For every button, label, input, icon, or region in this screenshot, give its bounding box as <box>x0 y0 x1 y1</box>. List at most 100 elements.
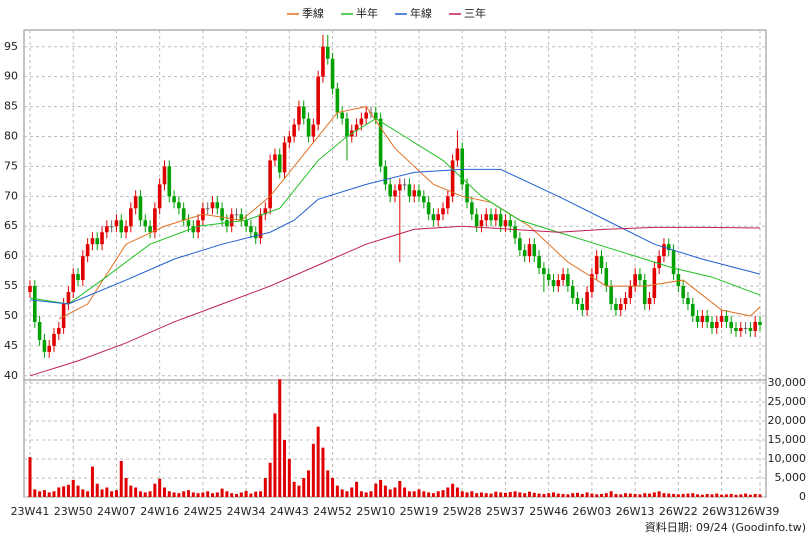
volume-bar <box>321 447 325 497</box>
volume-bar <box>580 493 584 497</box>
candle-body <box>729 321 733 328</box>
y2-tick-label: 25,000 <box>768 395 807 408</box>
volume-bar <box>667 493 671 497</box>
volume-bar <box>729 493 733 497</box>
candle-body <box>710 321 714 328</box>
candle-body <box>479 220 484 227</box>
candle-body <box>330 58 335 89</box>
candle-body <box>229 214 234 227</box>
volume-bar <box>479 492 483 497</box>
volume-bar <box>369 491 373 497</box>
volume-bar <box>571 493 575 497</box>
candle-body <box>503 220 508 227</box>
volume-bar <box>499 492 503 497</box>
volume-bar <box>451 483 455 497</box>
y-tick-label: 40 <box>4 369 18 382</box>
candle-body <box>609 286 613 305</box>
volume-bar <box>614 493 618 497</box>
volume-bar <box>407 491 411 497</box>
candle-body <box>378 118 383 167</box>
candle-body <box>345 118 349 137</box>
candle-body <box>402 184 407 186</box>
x-tick-label: 26W31 <box>702 505 741 518</box>
candle-body <box>484 214 489 221</box>
volume-bar <box>551 492 555 497</box>
candle-body <box>417 190 421 197</box>
volume-bar <box>335 485 339 497</box>
candle-body <box>167 166 172 197</box>
volume-bar <box>162 487 166 497</box>
volume-bar <box>542 493 546 497</box>
volume-bar <box>52 491 56 497</box>
volume-bar <box>177 493 181 497</box>
volume-bar <box>609 491 613 497</box>
y2-tick-label: 15,000 <box>768 433 807 446</box>
candle-body <box>364 112 368 119</box>
candle-body <box>321 46 325 77</box>
y-tick-label: 55 <box>4 279 18 292</box>
volume-bar <box>696 494 700 497</box>
volume-bar <box>494 491 498 497</box>
candle-body <box>383 166 388 185</box>
volume-bar <box>259 491 263 497</box>
candle-body <box>148 226 152 233</box>
volume-bar <box>138 491 142 497</box>
candle-body <box>177 202 181 209</box>
y-tick-label: 85 <box>4 100 18 113</box>
candle-body <box>700 315 705 322</box>
candle-body <box>681 286 685 299</box>
volume-bar <box>191 492 195 497</box>
volume-bar <box>566 494 570 497</box>
candle-body <box>450 160 455 197</box>
volume-bar <box>676 494 680 497</box>
candle-body <box>753 321 757 331</box>
candle-body <box>297 106 301 125</box>
volume-bar <box>398 481 402 497</box>
volume-bar <box>720 494 724 497</box>
volume-bar <box>331 478 335 497</box>
volume-bar <box>47 492 51 497</box>
candle-body <box>676 274 681 287</box>
x-tick-label: 24W52 <box>313 505 352 518</box>
volume-bar <box>657 491 661 497</box>
volume-bar <box>364 492 368 497</box>
volume-bar <box>734 494 738 497</box>
volume-bar <box>211 493 214 497</box>
volume-bar <box>62 486 66 497</box>
volume-bar <box>643 493 647 497</box>
x-tick-label: 23W50 <box>54 505 93 518</box>
volume-bar <box>57 487 61 497</box>
candle-body <box>186 220 191 227</box>
candle-body <box>114 220 119 227</box>
candle-body <box>628 286 633 299</box>
candle-body <box>724 315 729 322</box>
volume-bar <box>441 490 445 497</box>
volume-bar <box>76 485 80 497</box>
volume-bar <box>700 494 704 497</box>
candle-body <box>325 46 330 59</box>
candle-body <box>143 220 148 227</box>
candle-body <box>614 304 618 310</box>
candle-body <box>205 208 210 210</box>
volume-bar <box>585 492 589 497</box>
x-tick-label: 24W25 <box>183 505 222 518</box>
candle-body <box>662 244 666 257</box>
volume-bar <box>143 492 147 497</box>
candle-body <box>191 226 196 233</box>
volume-bar <box>383 485 387 497</box>
volume-bar <box>600 493 604 497</box>
price-panel <box>23 29 767 381</box>
volume-bar <box>753 493 757 497</box>
candle-body <box>431 214 436 221</box>
candle-body <box>398 184 402 191</box>
volume-bar <box>595 494 599 497</box>
y-tick-label: 95 <box>4 40 18 53</box>
candle-body <box>738 327 743 331</box>
candle-body <box>37 321 42 340</box>
candle-body <box>85 244 90 257</box>
y2-tick-label: 0 <box>799 490 806 503</box>
candle-body <box>426 202 431 215</box>
volume-bar <box>590 493 594 497</box>
volume-bar <box>292 481 296 497</box>
candle-body <box>460 148 465 185</box>
